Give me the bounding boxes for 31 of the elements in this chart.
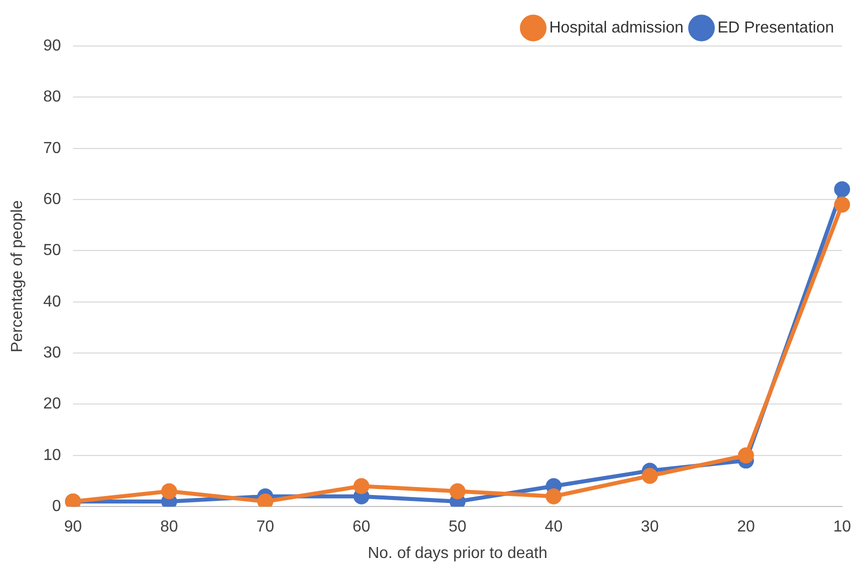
y-tick-label: 40 — [43, 293, 62, 310]
point — [546, 488, 562, 504]
y-tick-label: 10 — [43, 446, 62, 464]
point — [642, 468, 658, 484]
y-tick-label: 90 — [43, 37, 62, 54]
y-tick-label: 20 — [43, 396, 62, 413]
x-tick-label: 10 — [833, 518, 852, 536]
point — [834, 196, 850, 213]
legend-label: Hospital admission — [549, 19, 684, 36]
x-tick-label: 50 — [448, 518, 467, 536]
x-tick-label: 70 — [256, 518, 274, 536]
y-tick-label: 50 — [43, 242, 62, 260]
y-tick-label: 80 — [43, 88, 62, 106]
x-axis-title: No. of days prior to death — [368, 544, 548, 562]
point — [450, 483, 466, 500]
y-axis-title: Percentage of people — [9, 200, 26, 352]
y-tick-label: 0 — [52, 498, 62, 516]
point — [738, 447, 754, 464]
point — [161, 483, 178, 500]
y-tick-label: 60 — [43, 190, 62, 208]
y-tick-label: 70 — [43, 140, 62, 157]
x-tick-label: 80 — [160, 518, 178, 536]
x-tick-label: 90 — [64, 518, 82, 536]
y-tick-label: 30 — [43, 344, 62, 362]
x-tick-label: 60 — [352, 518, 370, 536]
point — [834, 181, 850, 198]
x-tick-label: 40 — [544, 518, 563, 536]
x-tick-label: 30 — [640, 518, 659, 536]
legend-label: ED Presentation — [717, 19, 834, 36]
x-tick-label: 20 — [737, 518, 755, 536]
point — [353, 478, 370, 494]
